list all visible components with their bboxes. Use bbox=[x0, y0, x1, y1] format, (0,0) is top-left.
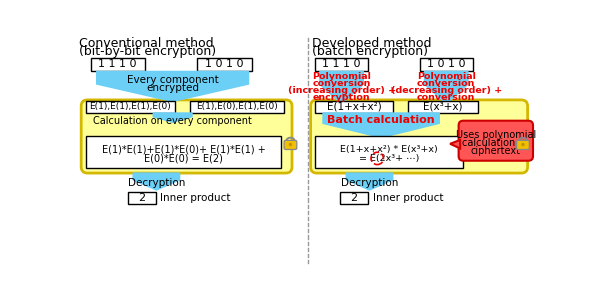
Polygon shape bbox=[346, 173, 393, 190]
Text: E(x³+x): E(x³+x) bbox=[424, 102, 463, 112]
Text: 1 0 1 0: 1 0 1 0 bbox=[205, 59, 244, 70]
Text: 2: 2 bbox=[350, 193, 358, 203]
Bar bbox=[315, 58, 368, 70]
Text: E(1),E(1),E(1),E(0): E(1),E(1),E(1),E(0) bbox=[89, 102, 171, 111]
FancyBboxPatch shape bbox=[81, 100, 292, 173]
Bar bbox=[408, 101, 478, 113]
Polygon shape bbox=[450, 140, 460, 148]
Text: E(0)*E(0) = E(2): E(0)*E(0) = E(2) bbox=[144, 153, 223, 164]
Polygon shape bbox=[133, 173, 179, 190]
Text: E(1),E(0),E(1),E(0): E(1),E(0),E(1),E(0) bbox=[196, 102, 278, 111]
Text: Decryption: Decryption bbox=[341, 178, 398, 188]
Text: 1 1 1 0: 1 1 1 0 bbox=[322, 59, 361, 70]
Polygon shape bbox=[97, 71, 248, 101]
Text: Batch calculation: Batch calculation bbox=[328, 115, 435, 125]
Text: calculation on: calculation on bbox=[461, 138, 530, 148]
Bar bbox=[128, 191, 155, 204]
Text: = E(2x³+ ⋯): = E(2x³+ ⋯) bbox=[359, 154, 419, 163]
Text: encryption: encryption bbox=[313, 93, 370, 102]
Text: Uses polynomial: Uses polynomial bbox=[456, 130, 536, 140]
Text: 2: 2 bbox=[138, 193, 145, 203]
Polygon shape bbox=[320, 71, 364, 104]
Text: conversion: conversion bbox=[417, 79, 475, 88]
Bar bbox=[315, 136, 463, 168]
Circle shape bbox=[521, 143, 524, 146]
Text: ciphertext: ciphertext bbox=[471, 146, 521, 157]
Text: Every component: Every component bbox=[127, 75, 218, 85]
Polygon shape bbox=[425, 71, 468, 104]
Text: E(1+x+x²) * E(x³+x): E(1+x+x²) * E(x³+x) bbox=[340, 145, 438, 154]
Text: encrypted: encrypted bbox=[146, 83, 199, 93]
Text: 1 0 1 0: 1 0 1 0 bbox=[427, 59, 466, 70]
FancyBboxPatch shape bbox=[517, 140, 529, 149]
Bar bbox=[190, 101, 284, 113]
Circle shape bbox=[289, 143, 292, 146]
Text: Inner product: Inner product bbox=[160, 193, 231, 203]
FancyBboxPatch shape bbox=[311, 100, 527, 173]
Bar bbox=[340, 191, 368, 204]
Text: (bit-by-bit encryption): (bit-by-bit encryption) bbox=[79, 45, 216, 58]
Text: conversion: conversion bbox=[313, 79, 371, 88]
FancyBboxPatch shape bbox=[284, 140, 297, 149]
Text: Calculation on every component: Calculation on every component bbox=[93, 116, 252, 126]
Text: conversion: conversion bbox=[417, 93, 475, 102]
Text: Inner product: Inner product bbox=[373, 193, 443, 203]
Text: Polynomial: Polynomial bbox=[312, 72, 371, 81]
Text: E(1)*E(1)+E(1)*E(0)+ E(1)*E(1) +: E(1)*E(1)+E(1)*E(0)+ E(1)*E(1) + bbox=[101, 144, 265, 154]
Text: Conventional method: Conventional method bbox=[79, 37, 214, 50]
Text: (increasing order) +: (increasing order) + bbox=[287, 86, 395, 95]
Text: (batch encryption): (batch encryption) bbox=[312, 45, 428, 58]
Text: E(1+x+x²): E(1+x+x²) bbox=[326, 102, 382, 112]
Bar bbox=[420, 58, 473, 70]
Bar bbox=[91, 58, 145, 70]
Bar bbox=[197, 58, 252, 70]
FancyBboxPatch shape bbox=[458, 121, 533, 161]
Text: Polynomial: Polynomial bbox=[417, 72, 476, 81]
Bar bbox=[86, 101, 175, 113]
Polygon shape bbox=[323, 113, 439, 138]
Bar bbox=[315, 101, 393, 113]
Text: Developed method: Developed method bbox=[312, 37, 431, 50]
Text: (decreasing order) +: (decreasing order) + bbox=[391, 86, 502, 95]
Bar bbox=[86, 136, 281, 168]
Polygon shape bbox=[153, 113, 192, 122]
Text: 1 1 1 0: 1 1 1 0 bbox=[98, 59, 137, 70]
Text: Decryption: Decryption bbox=[128, 178, 185, 188]
